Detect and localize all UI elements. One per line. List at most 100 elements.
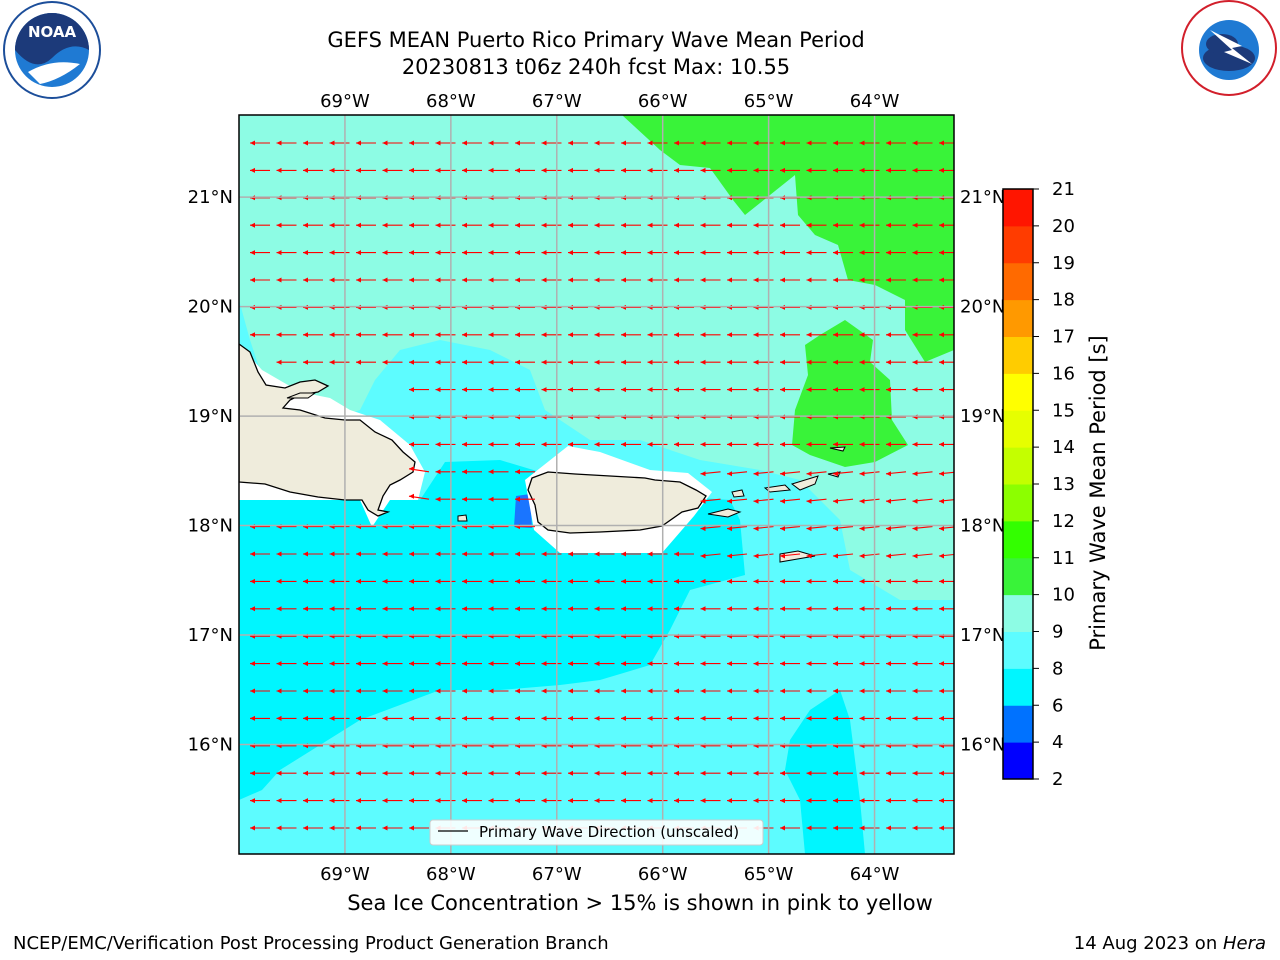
wave-arrow-head [939,553,944,559]
wave-arrow-head [647,578,653,584]
wave-arrow-head [753,332,759,338]
wave-arrow-head [674,222,679,228]
wave-arrow-head [753,526,759,532]
wave-arrow-head [939,387,944,393]
colorbar-segment [1003,705,1033,743]
wave-arrow-head [727,471,732,477]
wave-arrow-head [700,661,706,667]
wave-arrow-head [276,715,282,721]
wave-arrow-head [621,250,626,256]
wave-arrow-head [700,553,706,559]
wave-arrow-head [594,578,600,584]
wave-arrow-head [382,770,388,776]
wave-arrow-head [753,715,759,721]
wave-arrow-head [356,250,361,256]
wave-arrow-head [939,277,944,283]
wave-arrow-head [515,250,520,256]
wave-arrow-head [356,715,361,721]
wave-arrow-head [700,578,706,584]
wave-arrow-head [276,332,282,338]
wave-arrow-head [250,606,255,612]
wave-arrow-head [833,688,838,694]
wave-arrow-head [435,250,441,256]
wave-arrow-head [753,441,759,447]
wave-arrow-head [647,551,653,557]
wave-arrow-head [276,222,282,228]
wave-arrow-head [647,798,653,804]
wave-arrow-head [462,551,467,557]
wave-arrow-head [859,825,865,831]
wave-arrow-head [488,770,494,776]
wave-arrow-head [303,578,308,584]
wave-arrow-head [674,441,679,447]
wave-arrow-head [594,277,600,283]
wave-arrow-head [541,441,547,447]
wave-arrow-head [753,606,759,612]
wave-arrow-head [621,222,626,228]
wave-arrow-head [462,167,467,173]
wave-arrow-head [462,332,467,338]
wave-arrow-head [515,496,520,502]
wave-arrow-head [515,277,520,283]
wave-arrow-head [621,359,626,365]
colorbar-segment [1003,594,1033,632]
wave-arrow-head [939,526,944,532]
wave-arrow-head [912,441,918,447]
wave-arrow-head [303,606,308,612]
wave-arrow-head [488,441,494,447]
wave-arrow-head [780,798,785,804]
wave-arrow-head [753,688,759,694]
wave-arrow-head [727,688,732,694]
wave-arrow-head [833,798,838,804]
wave-arrow-head [594,167,600,173]
wave-arrow-head [462,688,467,694]
wave-arrow-head [409,466,414,472]
wave-arrow-head [356,606,361,612]
wave-arrow-head [727,359,732,365]
wave-arrow-head [833,277,838,283]
wave-arrow-head [833,606,838,612]
wave-arrow-head [594,140,600,146]
wave-arrow-head [303,688,308,694]
wave-arrow-head [859,359,865,365]
wave-arrow-head [859,441,865,447]
noaa-logo-text: NOAA [28,23,77,41]
colorbar-tick-label: 2 [1052,769,1063,790]
wave-arrow-head [303,715,308,721]
wave-arrow-head [594,661,600,667]
credit-text: NCEP/EMC/Verification Post Processing Pr… [13,933,609,954]
wave-arrow-head [250,715,255,721]
lat-tick-label-right: 17°N [960,625,1005,646]
wave-arrow-head [780,387,785,393]
wave-arrow-head [886,498,891,504]
wave-arrow-head [674,770,679,776]
wave-arrow-head [833,498,838,504]
wave-arrow-head [329,140,335,146]
wave-arrow-head [515,661,520,667]
colorbar-tick-label: 11 [1052,548,1075,569]
wave-arrow-head [859,553,865,559]
wave-arrow-head [356,277,361,283]
wave-arrow-head [462,661,467,667]
wave-arrow-head [594,606,600,612]
wave-arrow-head [939,250,944,256]
wave-arrow-head [568,250,573,256]
lat-tick-label-left: 18°N [188,516,233,537]
wave-arrow-head [462,222,467,228]
wave-arrow-head [488,332,494,338]
colorbar-segment [1003,447,1033,485]
wave-arrow-head [647,222,653,228]
wave-arrow-head [912,498,918,504]
wave-arrow-head [806,167,812,173]
wave-arrow-head [647,715,653,721]
wave-arrow-head [806,498,812,504]
wave-arrow-head [621,140,626,146]
wave-arrow-head [727,661,732,667]
wave-arrow-head [409,250,414,256]
wave-arrow-head [700,498,706,504]
wave-arrow-head [594,222,600,228]
wave-arrow-head [674,167,679,173]
wave-arrow-head [409,578,414,584]
axis-tick-labels: 69°W 69°W 68°W 68°W 67°W 67°W 66°W 66°W 65°W 65°W… [188,91,1006,885]
wave-arrow-head [462,496,467,502]
